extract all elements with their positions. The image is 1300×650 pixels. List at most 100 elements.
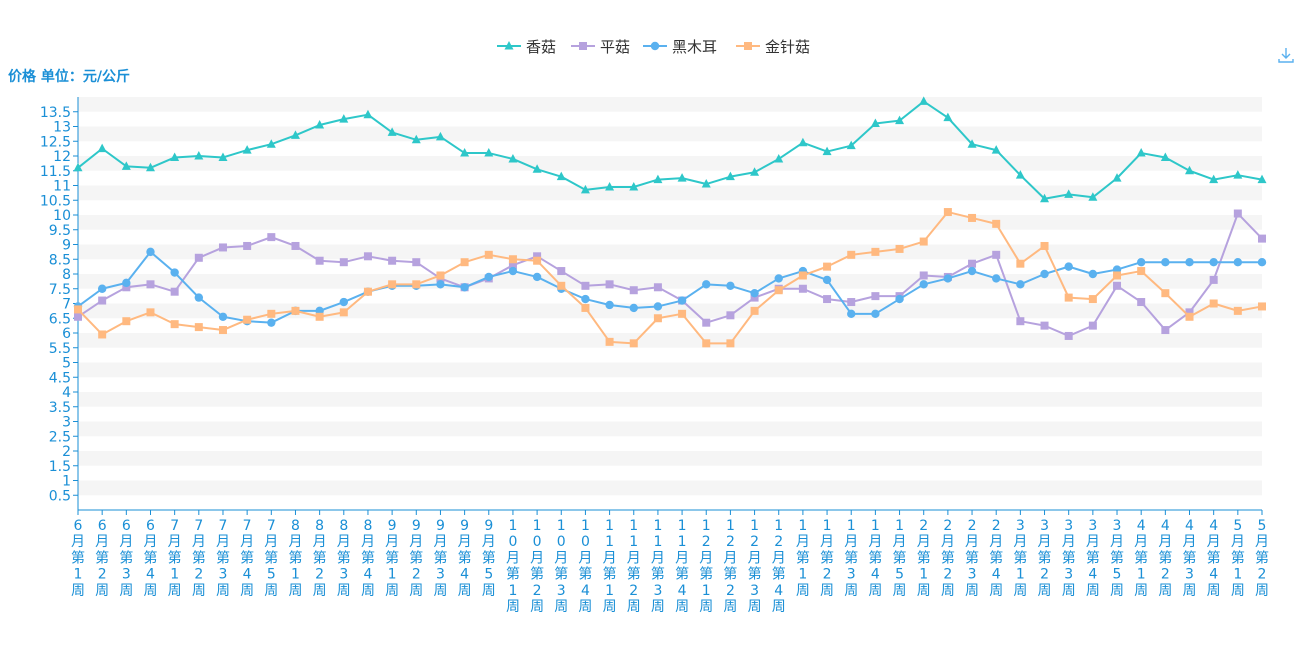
- series-lines: [73, 96, 1267, 348]
- x-tick-label: 1 月第 3 周: [844, 518, 858, 599]
- grid-band: [78, 392, 1262, 407]
- grid-band: [78, 126, 1262, 142]
- x-tick-label: 1 0 月第 2 周: [530, 518, 544, 615]
- x-tick-label: 5 月第 2 周: [1255, 518, 1269, 599]
- data-point: [725, 171, 735, 181]
- x-tick-label: 4 月第 3 周: [1183, 518, 1197, 599]
- grid-band: [78, 111, 1262, 127]
- x-tick-label: 8 月第 1 周: [288, 518, 302, 599]
- data-point: [1233, 170, 1243, 179]
- y-tick-label: 4.5: [49, 370, 71, 386]
- data-point: [1064, 262, 1073, 271]
- data-point: [678, 309, 687, 318]
- data-point: [1233, 258, 1243, 267]
- data-point: [992, 219, 1001, 228]
- grid-band: [78, 259, 1262, 274]
- data-point: [556, 171, 566, 181]
- data-point: [677, 296, 687, 305]
- data-point: [218, 326, 227, 335]
- data-point: [412, 258, 421, 267]
- data-point: [218, 312, 228, 321]
- x-tick-label: 8 月第 4 周: [361, 518, 375, 599]
- data-point: [1258, 234, 1266, 243]
- grid-band: [78, 465, 1262, 481]
- data-point: [170, 152, 180, 161]
- data-point: [411, 134, 421, 144]
- data-point: [484, 250, 493, 259]
- series-0: [73, 96, 1267, 203]
- data-point: [847, 298, 856, 307]
- x-tick-label: 1 月第 4 周: [868, 518, 882, 599]
- data-point: [436, 271, 445, 280]
- data-point: [919, 237, 928, 246]
- data-point: [581, 294, 590, 304]
- data-point: [339, 258, 348, 267]
- x-tick-label: 1 1 月第 1 周: [603, 518, 617, 615]
- data-point: [1064, 293, 1073, 302]
- data-point: [508, 261, 517, 270]
- data-point: [1088, 269, 1098, 279]
- grid-band: [78, 451, 1262, 466]
- y-tick-label: 13: [53, 120, 71, 136]
- data-point: [533, 252, 542, 261]
- download-icon[interactable]: [1277, 46, 1295, 64]
- x-tick-label: 1 2 月第 4 周: [772, 518, 786, 615]
- legend-item-3[interactable]: 金针菇: [736, 38, 810, 56]
- data-point: [1257, 258, 1267, 267]
- x-tick-label: 4 月第 2 周: [1158, 518, 1172, 599]
- data-point: [1185, 165, 1195, 175]
- data-point: [98, 330, 107, 339]
- data-point: [1016, 317, 1025, 326]
- y-tick-label: 9: [62, 238, 71, 254]
- legend-label: 黑木耳: [672, 38, 717, 56]
- grid-band: [78, 229, 1262, 245]
- data-point: [388, 256, 397, 265]
- data-point: [967, 139, 977, 148]
- grid-band: [78, 288, 1262, 304]
- data-point: [1113, 271, 1122, 280]
- data-point: [412, 280, 421, 289]
- legend-item-0[interactable]: 香菇: [497, 38, 556, 56]
- data-point: [1185, 258, 1194, 267]
- legend-item-1[interactable]: 平菇: [571, 38, 630, 56]
- grid-bands: [78, 97, 1262, 510]
- data-point: [895, 294, 904, 304]
- data-point: [774, 274, 783, 283]
- data-point: [460, 283, 469, 292]
- data-point: [653, 314, 662, 323]
- x-tick-label: 1 2 月第 2 周: [723, 518, 737, 615]
- data-point: [435, 131, 445, 141]
- data-point: [1233, 306, 1242, 315]
- data-point: [822, 146, 832, 156]
- grid-band: [78, 347, 1262, 363]
- data-point: [1040, 269, 1049, 279]
- y-tick-label: 11: [53, 179, 71, 195]
- data-point: [243, 315, 252, 324]
- data-point: [532, 272, 542, 282]
- x-tick-label: 7 月第 3 周: [216, 518, 230, 599]
- data-point: [726, 281, 735, 290]
- data-point: [1233, 209, 1242, 218]
- grid-band: [78, 156, 1262, 171]
- grid-band: [78, 421, 1262, 437]
- legend-label: 金针菇: [765, 38, 810, 56]
- data-point: [504, 41, 514, 50]
- data-point: [701, 179, 711, 188]
- x-tick-label: 1 月第 5 周: [893, 518, 907, 599]
- y-tick-label: 7.5: [49, 282, 71, 298]
- x-tick-label: 1 0 月第 1 周: [506, 518, 520, 615]
- grid-band: [78, 244, 1262, 260]
- y-tick-label: 12: [53, 149, 71, 165]
- grid-band: [78, 480, 1262, 496]
- data-point: [291, 306, 300, 315]
- legend-label: 平菇: [600, 38, 630, 56]
- legend-item-2[interactable]: 黑木耳: [643, 38, 717, 56]
- x-tick-label: 6 月第 1 周: [71, 518, 85, 599]
- x-tick-label: 1 1 月第 2 周: [627, 518, 641, 615]
- x-tick-label: 7 月第 5 周: [264, 518, 278, 599]
- data-point: [726, 311, 735, 320]
- data-point: [122, 317, 131, 326]
- data-point: [218, 152, 228, 161]
- data-point: [121, 161, 131, 170]
